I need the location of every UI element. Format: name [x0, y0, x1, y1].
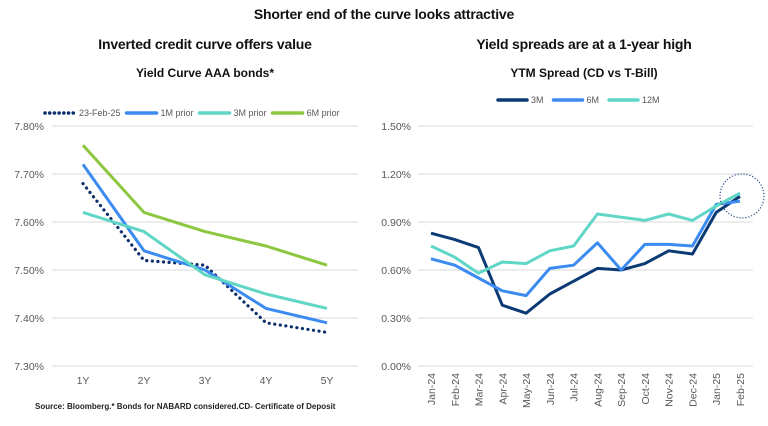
- main-title: Shorter end of the curve looks attractiv…: [253, 6, 515, 22]
- legend-label: 3M: [531, 95, 544, 105]
- x-tick-label: Nov-24: [664, 373, 676, 407]
- right-panel-heading: Yield spreads are at a 1-year high: [476, 36, 692, 52]
- legend-item: 23-Feb-25: [43, 108, 121, 118]
- legend-item: 3M: [496, 95, 544, 105]
- left-chart-title: Yield Curve AAA bonds*: [135, 66, 275, 80]
- x-tick-label: Oct-24: [640, 373, 652, 405]
- series-line-6m: [430, 199, 741, 298]
- x-tick-label: Jul-24: [569, 373, 581, 402]
- ytm-spread-chart: 0.00% 0.30% 0.60% 0.90% 1.20% 1.50% Jan-24 Feb-…: [381, 95, 765, 408]
- x-tick-label: Jan-25: [711, 373, 723, 405]
- y-tick-label: 7.80%: [14, 121, 44, 133]
- x-tick-label: 5Y: [321, 375, 334, 387]
- x-tick-label: Apr-24: [497, 373, 509, 405]
- x-tick-label: May-24: [521, 373, 533, 408]
- series-line-3m-prior: [82, 210, 328, 310]
- y-tick-label: 7.70%: [14, 169, 44, 181]
- series-line-6m-prior: [81, 144, 328, 267]
- x-tick-label: Feb-25: [735, 373, 747, 406]
- y-tick-label: 0.30%: [381, 313, 411, 325]
- legend-label: 23-Feb-25: [79, 108, 121, 118]
- yield-curve-chart: 7.30% 7.40% 7.50% 7.60% 7.70% 7.80% 1Y 2Y 3Y 4Y 5Y…: [14, 108, 358, 387]
- x-tick-label: Jun-24: [545, 373, 557, 405]
- legend-label: 12M: [642, 95, 660, 105]
- y-tick-label: 1.50%: [381, 121, 411, 133]
- x-tick-label: 3Y: [199, 375, 212, 387]
- y-tick-label: 7.60%: [14, 217, 44, 229]
- right-chart-title: YTM Spread (CD vs T-Bill): [510, 66, 658, 80]
- x-tick-label: 4Y: [260, 375, 273, 387]
- x-tick-label: Jan-24: [426, 373, 438, 405]
- x-tick-label: Aug-24: [592, 373, 604, 407]
- x-tick-label: Dec-24: [687, 373, 699, 407]
- x-tick-label: 2Y: [138, 375, 151, 387]
- y-tick-label: 1.20%: [381, 169, 411, 181]
- series-line-23-feb-25: [81, 182, 329, 334]
- x-tick-label: Mar-24: [474, 373, 486, 406]
- x-tick-label: 1Y: [77, 375, 90, 387]
- legend-item: 3M prior: [197, 108, 267, 118]
- highlight-circle-annotation: [719, 173, 765, 219]
- legend-item: 12M: [607, 95, 660, 105]
- y-tick-label: 7.30%: [14, 361, 44, 373]
- y-tick-label: 0.90%: [381, 217, 411, 229]
- y-tick-label: 7.40%: [14, 313, 44, 325]
- left-panel-heading: Inverted credit curve offers value: [98, 36, 312, 52]
- legend-label: 6M: [587, 95, 600, 105]
- series-line-3m: [430, 195, 741, 315]
- legend-label: 6M prior: [307, 108, 340, 118]
- legend-label: 1M prior: [161, 108, 194, 118]
- series-line-12m: [430, 191, 741, 275]
- legend-label: 3M prior: [234, 108, 267, 118]
- legend-item: 6M: [551, 95, 600, 105]
- source-note: Source: Bloomberg.* Bonds for NABARD con…: [35, 402, 336, 411]
- y-tick-label: 0.60%: [381, 265, 411, 277]
- x-tick-label: Sep-24: [616, 373, 628, 407]
- y-tick-label: 0.00%: [381, 361, 411, 373]
- legend-item: 6M prior: [270, 108, 340, 118]
- x-tick-label: Feb-24: [450, 373, 462, 406]
- y-tick-label: 7.50%: [14, 265, 44, 277]
- legend-item: 1M prior: [124, 108, 194, 118]
